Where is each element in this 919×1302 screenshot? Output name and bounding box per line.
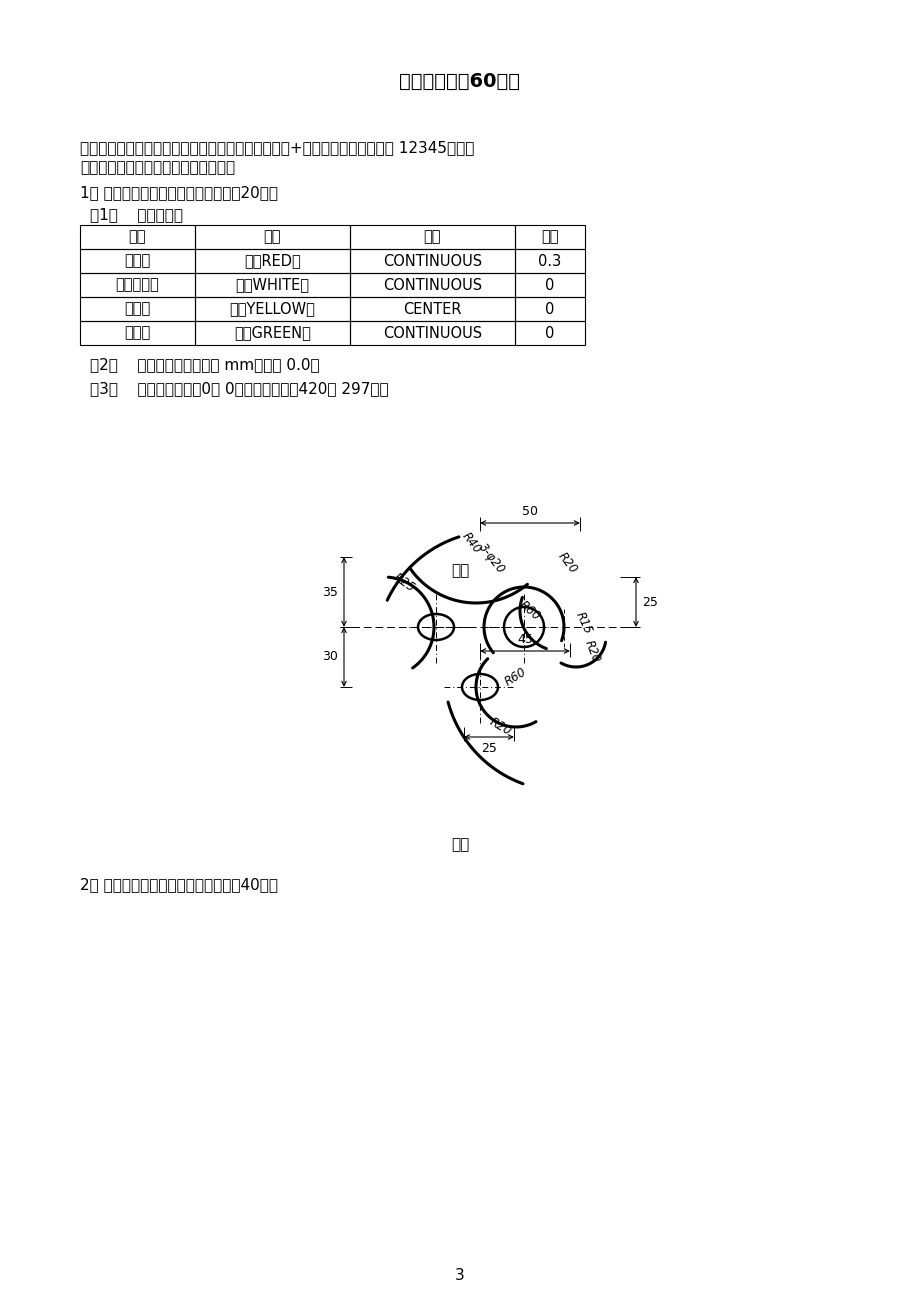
- Text: 黄（YELLOW）: 黄（YELLOW）: [230, 302, 315, 316]
- Bar: [80, 297, 195, 322]
- Text: R20: R20: [486, 716, 513, 738]
- Text: 1、 作图环境设置及绘制圆弧连接。（20分）: 1、 作图环境设置及绘制圆弧连接。（20分）: [80, 185, 278, 201]
- Text: 3-φ20: 3-φ20: [476, 542, 507, 577]
- Bar: [80, 249, 195, 273]
- Text: R25: R25: [391, 572, 416, 595]
- Text: 45: 45: [516, 633, 532, 646]
- Text: 红（RED）: 红（RED）: [244, 254, 301, 268]
- Bar: [80, 322, 195, 345]
- Bar: [515, 249, 584, 273]
- Bar: [515, 273, 584, 297]
- Text: CONTINUOUS: CONTINUOUS: [382, 277, 482, 293]
- Text: 0.3: 0.3: [538, 254, 561, 268]
- Bar: [80, 225, 195, 249]
- Text: （3）    图限左下角为（0， 0），右上角为（420， 297）。: （3） 图限左下角为（0， 0），右上角为（420， 297）。: [90, 381, 388, 396]
- Text: 文字及标注: 文字及标注: [116, 277, 159, 293]
- Text: 操作题部分（60分）: 操作题部分（60分）: [399, 72, 520, 91]
- Text: 25: 25: [641, 595, 657, 608]
- Text: 图一: 图一: [450, 562, 469, 578]
- Text: 图一: 图一: [450, 837, 469, 852]
- Text: 50: 50: [521, 505, 538, 518]
- Text: 粗实线: 粗实线: [124, 254, 151, 268]
- Text: 3: 3: [455, 1268, 464, 1282]
- Text: 中心线: 中心线: [124, 302, 151, 316]
- Text: 35: 35: [322, 586, 337, 599]
- Text: CONTINUOUS: CONTINUOUS: [382, 254, 482, 268]
- Text: R40: R40: [460, 530, 483, 556]
- Text: R60: R60: [502, 665, 528, 689]
- Text: 白（WHITE）: 白（WHITE）: [235, 277, 309, 293]
- Text: 0: 0: [545, 326, 554, 341]
- Bar: [195, 322, 349, 345]
- Text: 线宽: 线宽: [540, 229, 558, 245]
- Text: R20: R20: [581, 638, 602, 664]
- Text: （2）    单位设置：长度单位 mm，精度 0.0。: （2） 单位设置：长度单位 mm，精度 0.0。: [90, 357, 319, 372]
- Text: 25: 25: [481, 742, 496, 755]
- Text: （1）    图层设置：: （1） 图层设置：: [90, 207, 183, 223]
- Bar: [349, 322, 515, 345]
- Text: R15: R15: [573, 609, 594, 637]
- Text: 绿（GREEN）: 绿（GREEN）: [233, 326, 311, 341]
- Bar: [195, 225, 349, 249]
- Bar: [195, 297, 349, 322]
- Text: 层名: 层名: [129, 229, 146, 245]
- Bar: [195, 273, 349, 297]
- Bar: [195, 249, 349, 273]
- Text: 保存在本地计算机的最后一个盘符中。: 保存在本地计算机的最后一个盘符中。: [80, 160, 235, 174]
- Bar: [515, 225, 584, 249]
- Text: 0: 0: [545, 302, 554, 316]
- Bar: [349, 273, 515, 297]
- Text: 备注：将两个图形绘制在一个文件上，文件名为名字+准考证号码（如：张三 12345），并: 备注：将两个图形绘制在一个文件上，文件名为名字+准考证号码（如：张三 12345…: [80, 141, 474, 155]
- Bar: [515, 297, 584, 322]
- Text: 0: 0: [545, 277, 554, 293]
- Bar: [349, 225, 515, 249]
- Bar: [349, 297, 515, 322]
- Text: CONTINUOUS: CONTINUOUS: [382, 326, 482, 341]
- Text: R60: R60: [516, 599, 542, 624]
- Text: 颜色: 颜色: [264, 229, 281, 245]
- Text: R20: R20: [555, 549, 580, 575]
- Text: 30: 30: [322, 651, 337, 664]
- Bar: [515, 322, 584, 345]
- Bar: [349, 249, 515, 273]
- Text: 细实线: 细实线: [124, 326, 151, 341]
- Text: 线型: 线型: [424, 229, 441, 245]
- Text: 2、 精确绘制如图二所示的剖面图。（40分）: 2、 精确绘制如图二所示的剖面图。（40分）: [80, 878, 278, 892]
- Text: CENTER: CENTER: [403, 302, 461, 316]
- Bar: [80, 273, 195, 297]
